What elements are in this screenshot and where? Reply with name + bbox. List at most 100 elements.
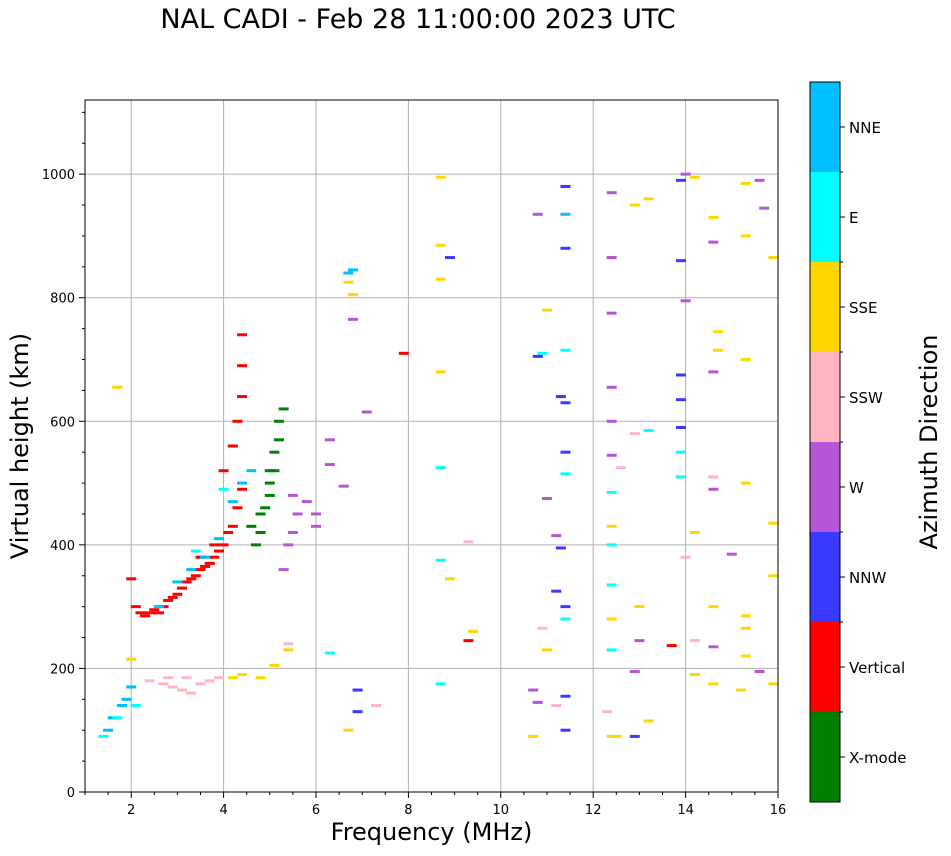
data-point [255,676,266,680]
data-point [634,605,645,609]
data-point [712,330,723,334]
data-point [551,534,562,538]
colorbar-segment [810,82,840,172]
data-point [560,472,571,476]
colorbar-tick-label: NNE [849,119,881,137]
data-point [555,546,566,550]
data-point [634,639,645,643]
data-point [352,688,363,692]
data-point [227,524,238,528]
data-point [560,694,571,698]
data-point [398,351,409,355]
data-point [532,700,543,704]
data-point [444,577,455,581]
data-point [675,178,686,182]
data-point [181,580,192,584]
data-point [274,438,285,442]
data-point [204,561,215,565]
data-point [435,243,446,247]
axes-layer [84,99,779,793]
data-point [560,728,571,732]
data-point [264,481,275,485]
series-w [278,172,770,704]
data-point [708,370,719,374]
data-point [435,558,446,562]
series-ssw [144,432,719,714]
data-point [163,676,174,680]
data-point [227,500,238,504]
data-point [602,710,613,714]
data-point [680,299,691,303]
data-point [542,308,552,312]
data-point [181,676,192,680]
data-point [255,531,266,534]
data-point [283,648,294,652]
x-tick-label: 14 [677,803,694,818]
data-point [708,240,719,244]
data-point [759,206,770,210]
data-point [740,481,751,485]
data-point [186,568,197,572]
data-point [463,540,474,544]
data-point [126,657,137,661]
data-point [435,370,446,374]
x-tick-label: 8 [404,803,412,818]
data-point [144,679,155,683]
data-point [264,469,275,473]
data-point [542,497,552,501]
data-point [740,654,751,658]
data-point [209,543,220,547]
data-point [615,466,626,470]
data-point [343,728,354,732]
data-point [606,543,617,547]
data-point [444,256,455,260]
data-point [144,611,155,615]
data-point [560,605,571,609]
data-point [186,691,197,695]
data-point [754,670,765,674]
data-point [560,617,571,621]
chart-title: NAL CADI - Feb 28 11:00:00 2023 UTC [160,4,676,35]
data-point [343,271,354,275]
data-point [712,348,723,352]
y-tick-label: 400 [50,539,75,554]
data-point [112,385,123,389]
series-nnw [352,178,686,738]
data-point [292,512,303,516]
data-point [347,268,358,272]
data-point [606,419,617,423]
data-point [311,524,321,528]
points-layer [98,172,779,738]
y-tick-label: 600 [50,415,75,430]
colorbar-segment [810,442,840,532]
data-point [135,611,146,615]
data-point [190,574,201,578]
data-point [232,506,243,510]
data-point [666,644,677,648]
data-point [680,555,691,559]
data-point [209,555,220,559]
data-point [264,493,275,497]
data-point [237,395,248,399]
data-point [177,586,188,590]
data-point [606,385,617,389]
x-ticks: 2 4 6 8 10 12 14 16 [84,792,786,818]
data-point [537,626,548,630]
data-point [260,506,271,510]
data-point [675,450,686,454]
x-tick-label: 2 [127,803,135,818]
data-point [283,543,294,547]
data-point [708,682,719,686]
data-point [269,663,280,667]
data-point [768,521,779,525]
data-point [227,676,238,680]
data-point [560,246,571,250]
colorbar-tick-label: W [849,479,864,497]
data-point [347,317,358,321]
y-ticks: 0 200 400 600 800 1000 [42,111,85,801]
data-point [278,568,289,572]
colorbar-tick-label: Vertical [849,659,905,677]
data-point [269,450,280,454]
data-point [551,704,562,707]
data-point [218,469,229,473]
